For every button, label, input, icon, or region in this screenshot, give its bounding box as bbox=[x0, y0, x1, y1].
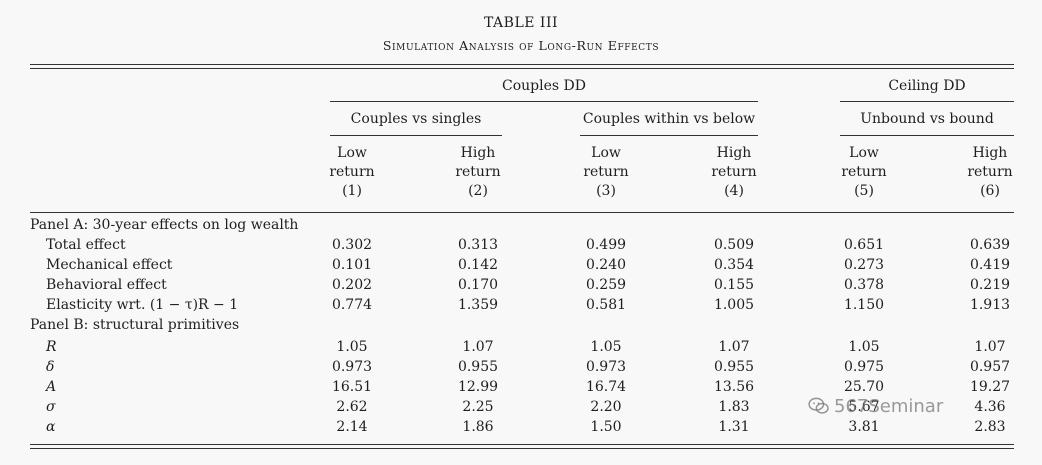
column-header-6: High return (6) bbox=[967, 145, 1013, 199]
column-header-5: Low return (5) bbox=[841, 145, 887, 199]
sub-rule-1 bbox=[330, 135, 502, 136]
table-cell: 3.81 bbox=[848, 419, 880, 435]
row-label-symbol: A bbox=[46, 379, 57, 395]
table-cell: 1.005 bbox=[713, 297, 755, 313]
column-header-1: Low return (1) bbox=[329, 145, 375, 199]
table-cell: 0.101 bbox=[331, 257, 373, 273]
table-cell: 0.302 bbox=[331, 237, 373, 253]
row-label: Mechanical effect bbox=[46, 257, 173, 273]
table-cell: 1.150 bbox=[843, 297, 885, 313]
table-cell: 0.955 bbox=[713, 359, 755, 375]
table-cell: 0.973 bbox=[331, 359, 373, 375]
table-cell: 1.31 bbox=[718, 419, 750, 435]
table-cell: 0.957 bbox=[969, 359, 1011, 375]
table-cell: 0.774 bbox=[331, 297, 373, 313]
watermark-text: 567Seminar bbox=[834, 396, 944, 417]
table-cell: 1.05 bbox=[590, 339, 622, 355]
row-label: Total effect bbox=[46, 237, 126, 253]
table-cell: 0.973 bbox=[585, 359, 627, 375]
table-cell: 1.07 bbox=[718, 339, 750, 355]
table-cell: 1.05 bbox=[336, 339, 368, 355]
table-cell: 0.240 bbox=[585, 257, 627, 273]
table-cell: 0.581 bbox=[585, 297, 627, 313]
table-cell: 1.07 bbox=[974, 339, 1006, 355]
table-cell: 13.56 bbox=[713, 379, 755, 395]
table-cell: 1.07 bbox=[462, 339, 494, 355]
wechat-icon bbox=[808, 397, 829, 414]
sub-header-unbound-vs-bound: Unbound vs bound bbox=[860, 111, 994, 127]
row-label-symbol: α bbox=[46, 419, 56, 435]
table-cell: 12.99 bbox=[457, 379, 499, 395]
group-header-ceiling-dd: Ceiling DD bbox=[888, 78, 966, 94]
sub-rule-3 bbox=[840, 135, 1014, 136]
sub-header-couples-within-below: Couples within vs below bbox=[582, 111, 756, 127]
panel-b-title: Panel B: structural primitives bbox=[30, 317, 240, 333]
table-cell: 16.51 bbox=[331, 379, 373, 395]
table-cell: 0.651 bbox=[843, 237, 885, 253]
sub-header-couples-vs-singles: Couples vs singles bbox=[350, 111, 482, 127]
table-cell: 1.913 bbox=[969, 297, 1011, 313]
sub-rule-2 bbox=[580, 135, 758, 136]
table-cell: 0.273 bbox=[843, 257, 885, 273]
table-cell: 1.86 bbox=[462, 419, 494, 435]
table-cell: 0.170 bbox=[457, 277, 499, 293]
table-cell: 0.219 bbox=[969, 277, 1011, 293]
table-cell: 0.955 bbox=[457, 359, 499, 375]
table-cell: 0.313 bbox=[457, 237, 499, 253]
bottom-rule bbox=[30, 444, 1014, 445]
table-cell: 0.509 bbox=[713, 237, 755, 253]
column-header-3: Low return (3) bbox=[583, 145, 629, 199]
column-header-4: High return (4) bbox=[711, 145, 757, 199]
table-cell: 4.36 bbox=[974, 399, 1006, 415]
header-rule bbox=[30, 212, 1014, 213]
bottom-rule-2 bbox=[30, 448, 1014, 449]
table-cell: 1.83 bbox=[718, 399, 750, 415]
table-cell: 1.05 bbox=[848, 339, 880, 355]
row-label-symbol: R bbox=[46, 339, 57, 355]
table-cell: 16.74 bbox=[585, 379, 627, 395]
table-cell: 1.359 bbox=[457, 297, 499, 313]
row-label-symbol: σ bbox=[46, 399, 56, 415]
table-cell: 0.975 bbox=[843, 359, 885, 375]
couples-dd-rule bbox=[330, 101, 758, 102]
table-cell: 1.50 bbox=[590, 419, 622, 435]
table-cell: 0.142 bbox=[457, 257, 499, 273]
table-cell: 5.67 bbox=[848, 399, 880, 415]
table-cell: 0.155 bbox=[713, 277, 755, 293]
table-cell: 0.378 bbox=[843, 277, 885, 293]
table-cell: 2.25 bbox=[462, 399, 494, 415]
group-header-couples-dd: Couples DD bbox=[502, 78, 586, 94]
top-rule bbox=[30, 64, 1014, 65]
row-label: Elasticity wrt. (1 − τ)R − 1 bbox=[46, 297, 239, 313]
table-cell: 0.354 bbox=[713, 257, 755, 273]
table-cell: 0.259 bbox=[585, 277, 627, 293]
table-cell: 2.14 bbox=[336, 419, 368, 435]
top-rule-2 bbox=[30, 68, 1014, 69]
watermark: 567Seminar bbox=[808, 396, 943, 417]
table-cell: 25.70 bbox=[843, 379, 885, 395]
table-cell: 0.202 bbox=[331, 277, 373, 293]
table-cell: 2.20 bbox=[590, 399, 622, 415]
row-label-symbol: δ bbox=[46, 359, 55, 375]
panel-a-title: Panel A: 30-year effects on log wealth bbox=[30, 217, 299, 233]
table-cell: 19.27 bbox=[969, 379, 1011, 395]
table-cell: 2.83 bbox=[974, 419, 1006, 435]
table-cell: 0.639 bbox=[969, 237, 1011, 253]
table-cell: 0.419 bbox=[969, 257, 1011, 273]
ceiling-dd-rule bbox=[840, 101, 1014, 102]
table-title: TABLE III bbox=[483, 15, 559, 31]
table-cell: 0.499 bbox=[585, 237, 627, 253]
table-subtitle: Simulation Analysis of Long-Run Effects bbox=[382, 38, 660, 53]
table-cell: 2.62 bbox=[336, 399, 368, 415]
column-header-2: High return (2) bbox=[455, 145, 501, 199]
row-label: Behavioral effect bbox=[46, 277, 167, 293]
